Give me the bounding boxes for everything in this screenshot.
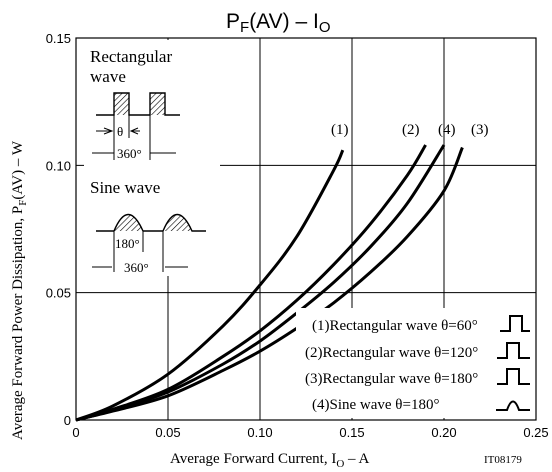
inset-background xyxy=(84,40,220,276)
y-tick-label: 0.15 xyxy=(46,31,71,46)
y-tick-label: 0.10 xyxy=(46,158,71,173)
legend-item-3: (3)Rectangular wave θ=180° xyxy=(305,371,478,387)
inset-rect-title-1: Rectangular xyxy=(90,47,172,66)
curve-label-3: (3) xyxy=(471,122,489,138)
sine-half-icon xyxy=(496,400,530,411)
x-tick-label: 0 xyxy=(72,425,79,440)
curve-label-4: (4) xyxy=(438,122,456,138)
x-axis-ticks: 0 0.05 0.10 0.15 0.20 0.25 xyxy=(72,425,548,440)
chart-code: IT08179 xyxy=(484,454,522,466)
legend-item-1: (1)Rectangular wave θ=60° xyxy=(312,318,478,334)
x-axis-label: Average Forward Current, IO – A xyxy=(170,451,369,470)
y-axis-ticks: 0 0.05 0.10 0.15 xyxy=(46,31,71,428)
x-tick-label: 0.15 xyxy=(339,425,364,440)
chart-title: PF(AV) – IO xyxy=(226,10,330,36)
curve-label-2: (2) xyxy=(402,122,420,138)
series-line-1 xyxy=(75,149,345,422)
x-tick-label: 0.05 xyxy=(155,425,180,440)
legend-background xyxy=(296,308,534,418)
inset-sine-180: 180° xyxy=(115,236,140,251)
inset-sine-360: 360° xyxy=(124,260,149,275)
rect-pulse-icon xyxy=(497,368,530,385)
legend: (1)Rectangular wave θ=60° (2)Rectangular… xyxy=(296,308,534,418)
curve-label-1: (1) xyxy=(331,122,349,138)
y-tick-label: 0 xyxy=(64,413,71,428)
inset-rect-wave: Rectangular wave θ 360° Sine wave 180° 3… xyxy=(84,40,220,276)
x-tick-label: 0.20 xyxy=(431,425,456,440)
rect-pulse-icon xyxy=(500,315,530,332)
y-tick-label: 0.05 xyxy=(46,286,71,301)
inset-rect-360: 360° xyxy=(117,146,142,161)
series-line-3 xyxy=(75,144,446,422)
legend-item-2: (2)Rectangular wave θ=120° xyxy=(305,345,478,361)
legend-item-4: (4)Sine wave θ=180° xyxy=(312,397,439,413)
inset-rect-title-2: wave xyxy=(90,67,126,86)
y-axis-label: Average Forward Power Dissipation, PF(AV… xyxy=(10,140,29,440)
x-tick-label: 0.10 xyxy=(247,425,272,440)
rect-pulse-icon xyxy=(497,342,530,359)
inset-sine-title: Sine wave xyxy=(90,178,160,197)
x-tick-label: 0.25 xyxy=(523,425,548,440)
plot-frame xyxy=(75,37,537,421)
inset-theta: θ xyxy=(117,124,123,139)
